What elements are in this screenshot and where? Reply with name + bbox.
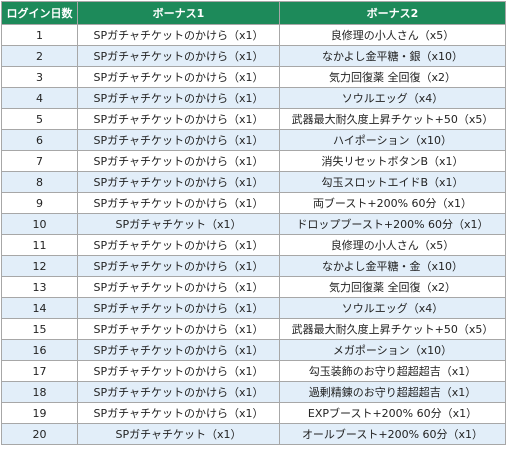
cell-bonus-2: 武器最大耐久度上昇チケット+50（x5）	[279, 108, 506, 130]
cell-bonus-2: ハイポーション（x10）	[279, 129, 506, 151]
cell-bonus-1: SPガチャチケットのかけら（x1）	[77, 255, 280, 277]
cell-bonus-2: EXPブースト+200% 60分（x1）	[279, 402, 506, 424]
cell-login-day: 11	[1, 234, 78, 256]
cell-bonus-1: SPガチャチケットのかけら（x1）	[77, 381, 280, 403]
cell-login-day: 3	[1, 66, 78, 88]
table-row: 5 SPガチャチケットのかけら（x1） 武器最大耐久度上昇チケット+50（x5）	[1, 108, 506, 130]
table-row: 14 SPガチャチケットのかけら（x1） ソウルエッグ（x4）	[1, 297, 506, 319]
cell-login-day: 10	[1, 213, 78, 235]
cell-bonus-1: SPガチャチケットのかけら（x1）	[77, 402, 280, 424]
cell-login-day: 5	[1, 108, 78, 130]
table-row: 1 SPガチャチケットのかけら（x1） 良修理の小人さん（x5）	[1, 24, 506, 46]
table-row: 20 SPガチャチケット（x1） オールブースト+200% 60分（x1）	[1, 423, 506, 445]
cell-login-day: 15	[1, 318, 78, 340]
header-login-days: ログイン日数	[1, 1, 78, 25]
cell-bonus-1: SPガチャチケットのかけら（x1）	[77, 66, 280, 88]
table-header-row: ログイン日数 ボーナス1 ボーナス2	[1, 1, 506, 25]
cell-bonus-1: SPガチャチケットのかけら（x1）	[77, 150, 280, 172]
cell-bonus-2: メガポーション（x10）	[279, 339, 506, 361]
cell-bonus-2: 両ブースト+200% 60分（x1）	[279, 192, 506, 214]
cell-login-day: 13	[1, 276, 78, 298]
cell-login-day: 17	[1, 360, 78, 382]
cell-bonus-1: SPガチャチケットのかけら（x1）	[77, 339, 280, 361]
cell-bonus-2: なかよし金平糖・銀（x10）	[279, 45, 506, 67]
cell-bonus-1: SPガチャチケットのかけら（x1）	[77, 171, 280, 193]
cell-bonus-1: SPガチャチケットのかけら（x1）	[77, 360, 280, 382]
login-bonus-table: ログイン日数 ボーナス1 ボーナス2 1 SPガチャチケットのかけら（x1） 良修理…	[1, 1, 506, 445]
cell-bonus-2: ソウルエッグ（x4）	[279, 297, 506, 319]
cell-bonus-2: ドロップブースト+200% 60分（x1）	[279, 213, 506, 235]
cell-bonus-2: オールブースト+200% 60分（x1）	[279, 423, 506, 445]
cell-login-day: 8	[1, 171, 78, 193]
table-row: 16 SPガチャチケットのかけら（x1） メガポーション（x10）	[1, 339, 506, 361]
cell-login-day: 9	[1, 192, 78, 214]
cell-bonus-2: 消失リセットボタンB（x1）	[279, 150, 506, 172]
cell-bonus-1: SPガチャチケットのかけら（x1）	[77, 45, 280, 67]
table-row: 7 SPガチャチケットのかけら（x1） 消失リセットボタンB（x1）	[1, 150, 506, 172]
table-row: 19 SPガチャチケットのかけら（x1） EXPブースト+200% 60分（x1）	[1, 402, 506, 424]
cell-login-day: 2	[1, 45, 78, 67]
cell-bonus-1: SPガチャチケットのかけら（x1）	[77, 318, 280, 340]
table-row: 11 SPガチャチケットのかけら（x1） 良修理の小人さん（x5）	[1, 234, 506, 256]
table-row: 18 SPガチャチケットのかけら（x1） 過剰精錬のお守り超超超吉（x1）	[1, 381, 506, 403]
cell-bonus-2: 武器最大耐久度上昇チケット+50（x5）	[279, 318, 506, 340]
cell-bonus-2: 過剰精錬のお守り超超超吉（x1）	[279, 381, 506, 403]
cell-bonus-2: ソウルエッグ（x4）	[279, 87, 506, 109]
header-bonus-1: ボーナス1	[77, 1, 280, 25]
cell-login-day: 18	[1, 381, 78, 403]
cell-bonus-1: SPガチャチケットのかけら（x1）	[77, 87, 280, 109]
cell-login-day: 14	[1, 297, 78, 319]
cell-bonus-1: SPガチャチケット（x1）	[77, 213, 280, 235]
cell-bonus-2: 勾玉装飾のお守り超超超吉（x1）	[279, 360, 506, 382]
table-row: 8 SPガチャチケットのかけら（x1） 勾玉スロットエイドB（x1）	[1, 171, 506, 193]
table-row: 4 SPガチャチケットのかけら（x1） ソウルエッグ（x4）	[1, 87, 506, 109]
table-row: 10 SPガチャチケット（x1） ドロップブースト+200% 60分（x1）	[1, 213, 506, 235]
table-row: 2 SPガチャチケットのかけら（x1） なかよし金平糖・銀（x10）	[1, 45, 506, 67]
cell-bonus-2: 勾玉スロットエイドB（x1）	[279, 171, 506, 193]
header-bonus-2: ボーナス2	[279, 1, 506, 25]
cell-login-day: 1	[1, 24, 78, 46]
table-row: 13 SPガチャチケットのかけら（x1） 気力回復薬 全回復（x2）	[1, 276, 506, 298]
cell-bonus-1: SPガチャチケットのかけら（x1）	[77, 108, 280, 130]
cell-bonus-1: SPガチャチケットのかけら（x1）	[77, 129, 280, 151]
cell-login-day: 6	[1, 129, 78, 151]
cell-bonus-2: なかよし金平糖・金（x10）	[279, 255, 506, 277]
cell-login-day: 4	[1, 87, 78, 109]
cell-login-day: 7	[1, 150, 78, 172]
cell-bonus-1: SPガチャチケットのかけら（x1）	[77, 276, 280, 298]
cell-login-day: 19	[1, 402, 78, 424]
table-row: 3 SPガチャチケットのかけら（x1） 気力回復薬 全回復（x2）	[1, 66, 506, 88]
table-row: 9 SPガチャチケットのかけら（x1） 両ブースト+200% 60分（x1）	[1, 192, 506, 214]
cell-bonus-1: SPガチャチケットのかけら（x1）	[77, 24, 280, 46]
table-row: 12 SPガチャチケットのかけら（x1） なかよし金平糖・金（x10）	[1, 255, 506, 277]
cell-login-day: 16	[1, 339, 78, 361]
cell-bonus-2: 気力回復薬 全回復（x2）	[279, 66, 506, 88]
cell-bonus-2: 良修理の小人さん（x5）	[279, 24, 506, 46]
cell-bonus-1: SPガチャチケットのかけら（x1）	[77, 297, 280, 319]
cell-login-day: 12	[1, 255, 78, 277]
cell-bonus-1: SPガチャチケットのかけら（x1）	[77, 234, 280, 256]
cell-bonus-2: 良修理の小人さん（x5）	[279, 234, 506, 256]
cell-bonus-1: SPガチャチケット（x1）	[77, 423, 280, 445]
cell-bonus-2: 気力回復薬 全回復（x2）	[279, 276, 506, 298]
table-row: 17 SPガチャチケットのかけら（x1） 勾玉装飾のお守り超超超吉（x1）	[1, 360, 506, 382]
table-row: 6 SPガチャチケットのかけら（x1） ハイポーション（x10）	[1, 129, 506, 151]
cell-login-day: 20	[1, 423, 78, 445]
table-row: 15 SPガチャチケットのかけら（x1） 武器最大耐久度上昇チケット+50（x5）	[1, 318, 506, 340]
cell-bonus-1: SPガチャチケットのかけら（x1）	[77, 192, 280, 214]
